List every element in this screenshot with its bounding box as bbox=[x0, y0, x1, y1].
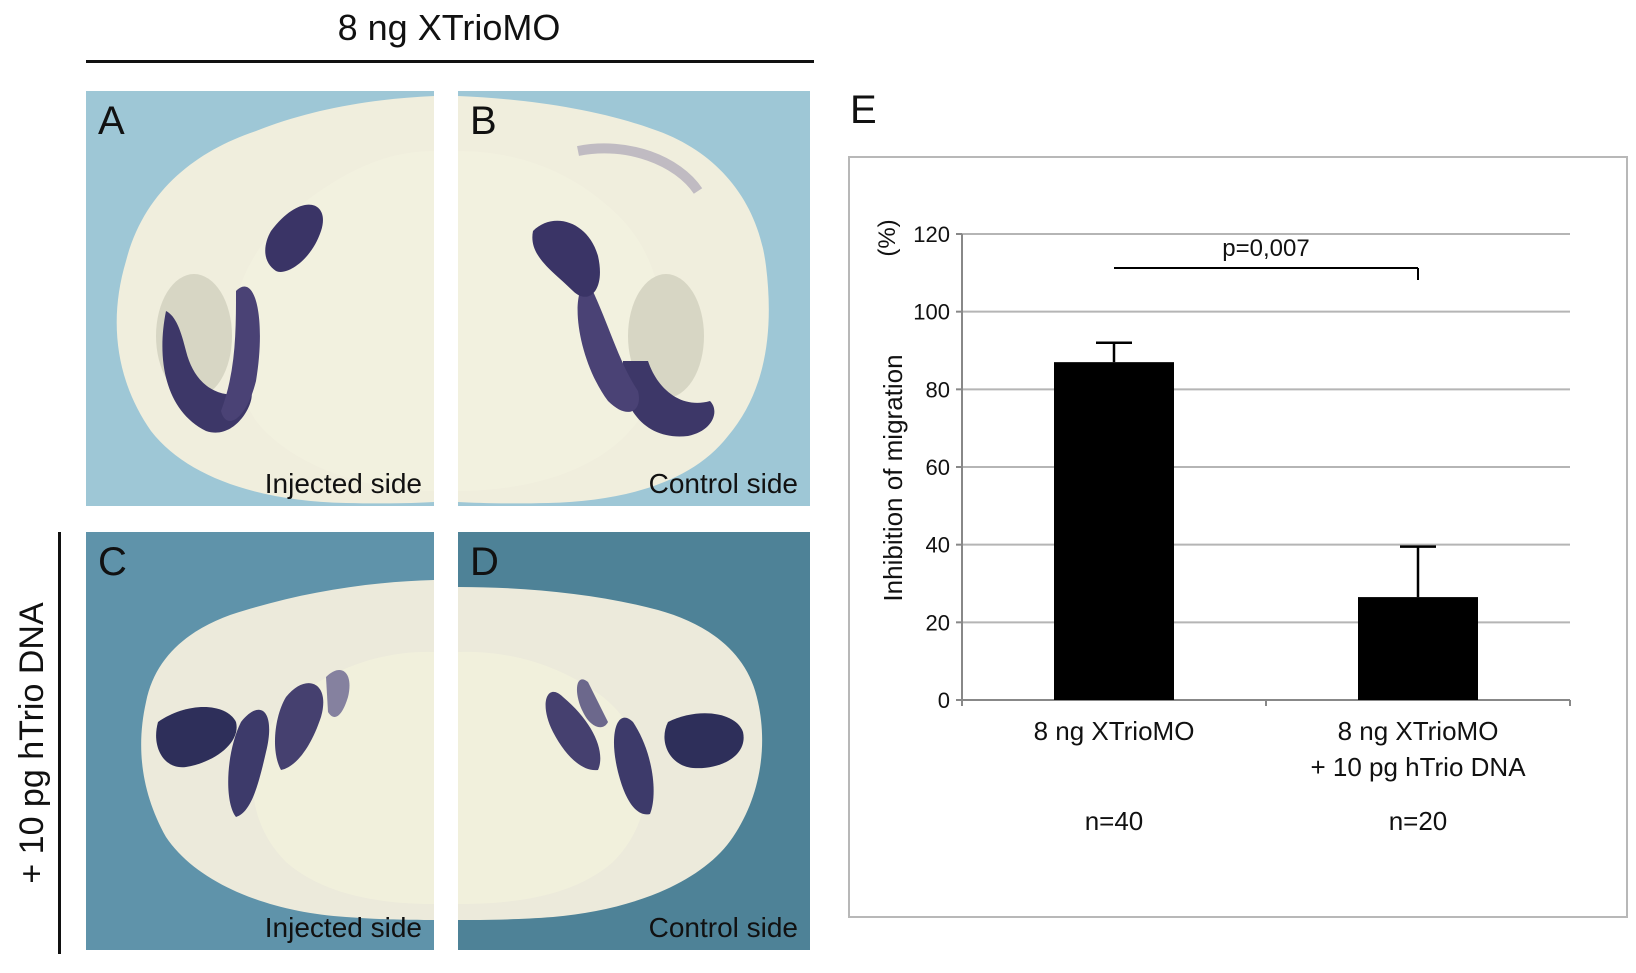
panel-a: A Injected side bbox=[86, 91, 434, 506]
panel-a-letter: A bbox=[98, 99, 125, 143]
x-tick-label: 8 ng XTrioMO bbox=[1034, 716, 1195, 746]
x-tick-label: + 10 pg hTrio DNA bbox=[1310, 752, 1526, 782]
panel-b: B Control side bbox=[458, 91, 810, 506]
n-label: n=20 bbox=[1389, 806, 1448, 836]
y-tick-label: 100 bbox=[913, 300, 950, 325]
y-tick-label: 0 bbox=[938, 688, 950, 713]
y-tick-label: 80 bbox=[926, 377, 950, 402]
y-tick-label: 20 bbox=[926, 610, 950, 635]
y-tick-label: 40 bbox=[926, 533, 950, 558]
significance-label: p=0,007 bbox=[1222, 235, 1309, 262]
panel-e-letter: E bbox=[850, 88, 877, 132]
bar-chart: 0 20 40 60 80 100 120 Inhibition of migration (%… bbox=[874, 219, 1571, 836]
header-title: 8 ng XTrioMO bbox=[337, 7, 561, 48]
panel-a-caption: Injected side bbox=[264, 468, 422, 499]
y-tick-label: 60 bbox=[926, 455, 950, 480]
panel-c-caption: Injected side bbox=[264, 912, 422, 943]
panel-b-image bbox=[458, 96, 769, 504]
chart-frame: 0 20 40 60 80 100 120 Inhibition of migration (%… bbox=[848, 156, 1628, 918]
panel-d-image bbox=[458, 587, 763, 920]
n-label: n=40 bbox=[1085, 806, 1144, 836]
row-divider bbox=[58, 532, 61, 954]
x-tick-label: 8 ng XTrioMO bbox=[1338, 716, 1499, 746]
panel-c: C Injected side bbox=[86, 532, 434, 950]
panel-a-image bbox=[116, 96, 434, 504]
panel-b-letter: B bbox=[470, 99, 497, 143]
panel-c-image bbox=[141, 580, 434, 920]
panel-d-caption: Control side bbox=[648, 912, 798, 943]
panel-d: D Control side bbox=[458, 532, 810, 950]
panel-c-letter: C bbox=[98, 540, 127, 584]
bar bbox=[1054, 362, 1174, 700]
bar bbox=[1358, 597, 1478, 700]
y-axis-unit: (%) bbox=[874, 219, 901, 256]
y-axis-label: Inhibition of migration bbox=[878, 354, 908, 601]
panel-b-caption: Control side bbox=[648, 468, 798, 499]
row-label: + 10 pg hTrio DNA bbox=[13, 602, 51, 884]
y-tick-label: 120 bbox=[913, 222, 950, 247]
header-divider bbox=[86, 60, 814, 63]
panel-d-letter: D bbox=[470, 540, 499, 584]
